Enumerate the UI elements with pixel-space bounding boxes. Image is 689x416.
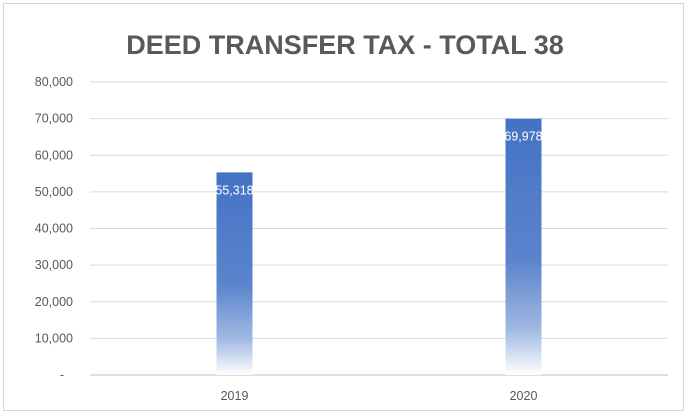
data-label-2019: 55,318 [215, 183, 253, 197]
chart-frame [3, 3, 684, 411]
x-category-label: 2020 [510, 389, 538, 403]
y-tick-label: 30,000 [35, 258, 73, 272]
data-label-2020: 69,978 [504, 130, 542, 144]
y-tick-label: 70,000 [35, 112, 73, 126]
y-tick-label: 80,000 [35, 75, 73, 89]
bars [216, 118, 542, 376]
y-tick-label: 50,000 [35, 185, 73, 199]
x-category-label: 2019 [221, 389, 249, 403]
chart-title: DEED TRANSFER TAX - TOTAL 38 [126, 30, 564, 60]
y-tick-label: 60,000 [35, 148, 73, 162]
y-axis-ticks: - 10,000 20,000 30,000 40,000 50,000 60,000 70,… [35, 75, 73, 382]
y-tick-label: 10,000 [35, 331, 73, 345]
bar-2019 [216, 172, 253, 375]
gridlines [90, 81, 668, 376]
y-tick-label: 40,000 [35, 222, 73, 236]
x-axis-categories: 2019 2020 [221, 389, 538, 403]
data-labels: 55,318 69,978 [215, 130, 542, 198]
bar-2020 [505, 118, 542, 376]
y-tick-label: - [60, 368, 64, 382]
y-tick-label: 20,000 [35, 295, 73, 309]
